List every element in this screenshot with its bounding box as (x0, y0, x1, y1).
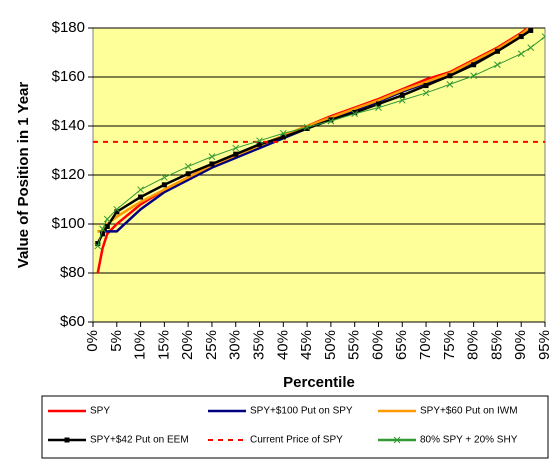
marker (138, 194, 144, 200)
x-tick-label: 20% (179, 330, 196, 360)
marker (100, 231, 106, 237)
marker (185, 171, 191, 177)
marker (351, 110, 359, 118)
x-tick-label: 75% (441, 330, 458, 360)
marker (280, 134, 286, 140)
x-tick-label: 40% (274, 330, 291, 360)
legend-label: Current Price of SPY (250, 435, 343, 446)
marker (422, 89, 430, 97)
x-axis-title: Percentile (283, 374, 355, 391)
marker (399, 92, 405, 98)
marker (518, 34, 524, 40)
legend-label: SPY (90, 406, 110, 417)
marker (446, 80, 454, 88)
y-tick-label: $160 (52, 68, 85, 85)
legend-label: SPY+$60 Put on IWM (420, 406, 518, 417)
marker (517, 50, 525, 58)
y-axis-title: Value of Position in 1 Year (15, 82, 32, 269)
y-tick-label: $60 (60, 313, 85, 330)
marker (471, 62, 477, 68)
marker (494, 48, 500, 54)
marker (328, 117, 334, 123)
legend-label: SPY+$42 Put on EEM (90, 435, 189, 446)
x-tick-label: 80% (465, 330, 482, 360)
x-tick-label: 15% (155, 330, 172, 360)
marker (94, 242, 102, 250)
y-tick-label: $100 (52, 215, 85, 232)
series-line (96, 29, 532, 245)
marker (375, 104, 382, 111)
x-tick-label: 10% (132, 330, 149, 360)
marker (470, 72, 477, 80)
x-tick-label: 35% (250, 330, 267, 360)
marker (99, 225, 106, 233)
x-tick-label: 60% (369, 330, 386, 360)
legend-marker (64, 437, 70, 443)
x-tick-label: 85% (488, 330, 505, 360)
y-tick-label: $140 (52, 117, 85, 134)
y-tick-label: $180 (52, 19, 85, 36)
legend-label: 80% SPY + 20% SHY (420, 435, 518, 446)
x-tick-label: 45% (298, 330, 315, 360)
x-tick-label: 65% (393, 330, 410, 360)
marker (303, 123, 311, 131)
marker (494, 61, 501, 69)
marker (104, 223, 110, 229)
marker (528, 28, 534, 33)
marker (114, 209, 120, 215)
marker (232, 144, 240, 152)
y-tick-label: $120 (52, 166, 85, 183)
x-tick-label: 70% (417, 330, 434, 360)
x-tick-label: 50% (322, 330, 339, 360)
marker (233, 151, 239, 157)
marker (103, 215, 111, 223)
marker (257, 141, 263, 147)
marker (304, 125, 310, 131)
x-tick-label: 5% (108, 330, 125, 352)
legend-box (41, 395, 549, 459)
marker (161, 182, 167, 188)
legend-label: SPY+$100 Put on SPY (250, 406, 353, 417)
marker (256, 137, 263, 145)
legend-marker (393, 436, 401, 444)
marker (209, 161, 215, 167)
x-tick-label: 25% (203, 330, 220, 360)
x-tick-label: 0% (84, 330, 101, 352)
y-tick-label: $80 (60, 264, 85, 281)
marker (184, 163, 192, 170)
marker (423, 83, 429, 89)
marker (161, 174, 168, 181)
x-tick-label: 90% (512, 330, 529, 360)
marker (447, 73, 453, 79)
marker (113, 205, 121, 213)
x-tick-label: 30% (227, 330, 244, 360)
x-tick-label: 95% (536, 330, 553, 360)
marker (527, 44, 535, 51)
series-layer (93, 28, 545, 274)
marker (375, 101, 381, 107)
marker (352, 110, 358, 116)
marker (208, 153, 216, 160)
x-tick-label: 55% (346, 330, 363, 360)
marker (137, 186, 144, 194)
marker (541, 33, 545, 40)
marker (398, 96, 406, 104)
marker (327, 117, 335, 125)
marker (95, 241, 101, 247)
marker (279, 129, 287, 137)
series-line (97, 28, 532, 233)
